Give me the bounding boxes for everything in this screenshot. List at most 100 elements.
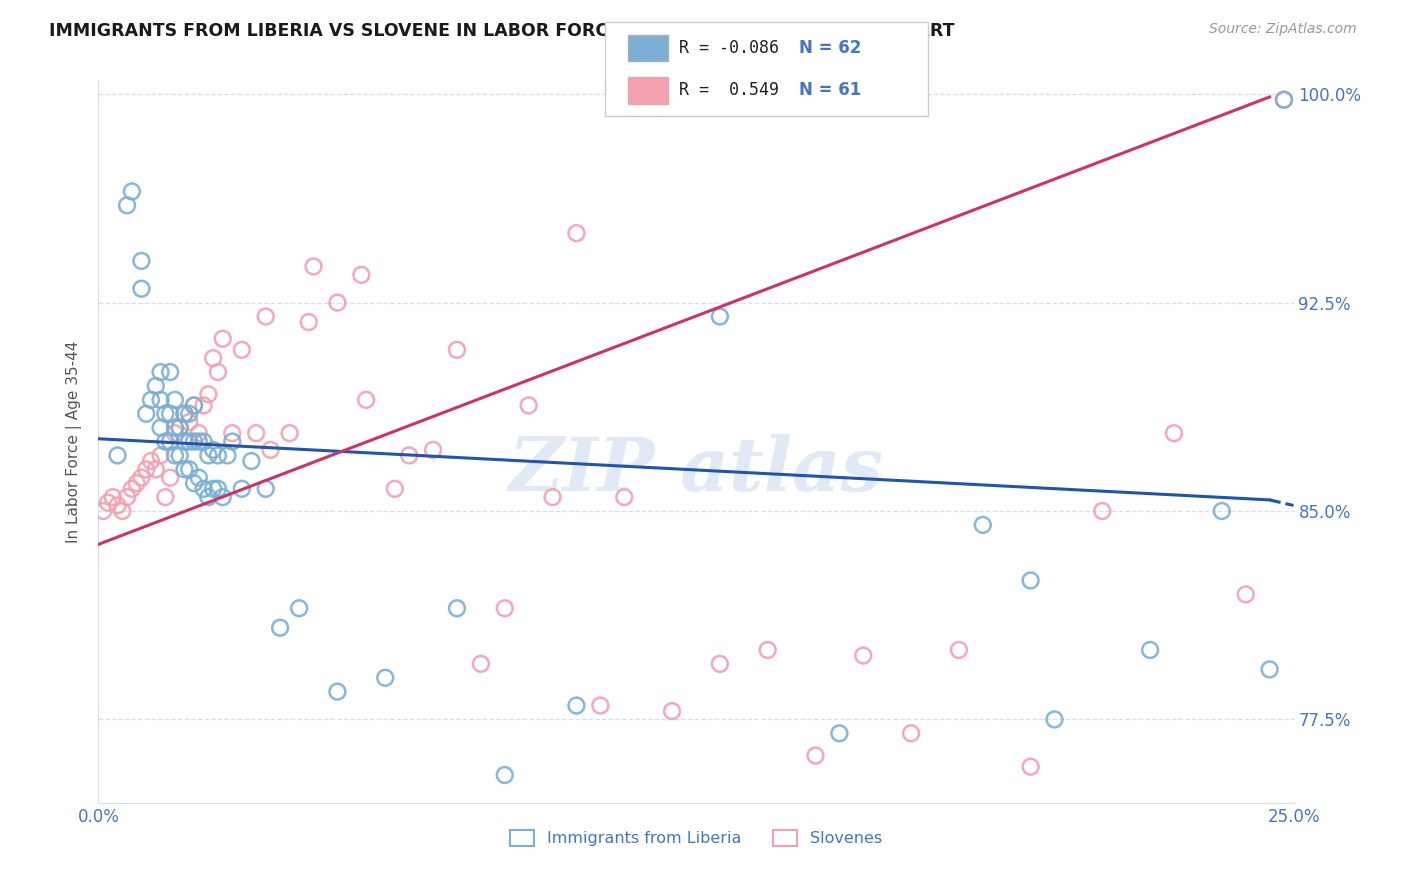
Point [254, 310, 277, 324]
Point [149, 392, 172, 407]
Point [804, 748, 827, 763]
Point [135, 407, 157, 421]
Point [139, 392, 162, 407]
Point [155, 434, 177, 449]
Point [91, 504, 114, 518]
Point [422, 442, 444, 457]
Point [149, 365, 172, 379]
Point [254, 482, 277, 496]
Point [163, 392, 186, 407]
Point [115, 490, 138, 504]
Point [900, 726, 922, 740]
Point [221, 426, 243, 441]
Point [354, 392, 377, 407]
Point [159, 434, 181, 449]
Point [173, 462, 195, 476]
Point [163, 420, 186, 434]
Point [446, 601, 468, 615]
Point [197, 449, 219, 463]
Point [163, 449, 186, 463]
Point [1019, 574, 1042, 588]
Point [183, 398, 205, 412]
Point [1211, 504, 1233, 518]
Point [169, 449, 191, 463]
Point [179, 415, 201, 429]
Point [155, 490, 177, 504]
Point [211, 490, 233, 504]
Point [107, 449, 129, 463]
Point [326, 684, 349, 698]
Point [517, 398, 540, 412]
Point [207, 365, 229, 379]
Point [202, 351, 225, 366]
Point [173, 434, 195, 449]
Point [121, 185, 143, 199]
Point [613, 490, 636, 504]
Point [240, 454, 263, 468]
Point [231, 343, 253, 357]
Point [197, 387, 219, 401]
Point [115, 198, 138, 212]
Point [169, 420, 191, 434]
Point [155, 407, 177, 421]
Point [245, 426, 267, 441]
Point [131, 470, 153, 484]
Text: R = -0.086: R = -0.086 [679, 39, 779, 57]
Text: N = 62: N = 62 [799, 39, 860, 57]
Point [193, 482, 215, 496]
Point [278, 426, 301, 441]
Point [149, 420, 172, 434]
Point [183, 398, 205, 412]
Point [1258, 662, 1281, 676]
Point [269, 621, 291, 635]
Point [159, 470, 181, 484]
Point [1091, 504, 1114, 518]
Point [231, 482, 253, 496]
Point [179, 407, 201, 421]
Point [207, 482, 229, 496]
Point [1043, 713, 1066, 727]
Point [709, 657, 731, 671]
Point [756, 643, 779, 657]
Point [169, 420, 191, 434]
Point [207, 449, 229, 463]
Point [187, 470, 209, 484]
Text: R =  0.549: R = 0.549 [679, 81, 779, 99]
Point [709, 310, 731, 324]
Point [135, 462, 157, 476]
Point [384, 482, 406, 496]
Point [187, 426, 209, 441]
Point [1272, 93, 1295, 107]
Point [221, 434, 243, 449]
Point [1019, 759, 1042, 773]
Text: N = 61: N = 61 [799, 81, 860, 99]
Point [972, 517, 994, 532]
Point [145, 462, 167, 476]
Point [193, 434, 215, 449]
Point [661, 704, 683, 718]
Point [1139, 643, 1161, 657]
Point [159, 365, 181, 379]
Point [159, 407, 181, 421]
Point [288, 601, 311, 615]
Point [111, 504, 134, 518]
Point [97, 496, 120, 510]
Point [183, 476, 205, 491]
Point [1234, 587, 1257, 601]
Text: IMMIGRANTS FROM LIBERIA VS SLOVENE IN LABOR FORCE | AGE 35-44 CORRELATION CHART: IMMIGRANTS FROM LIBERIA VS SLOVENE IN LA… [49, 22, 955, 40]
Point [125, 476, 148, 491]
Point [179, 434, 201, 449]
Point [565, 698, 588, 713]
Point [131, 282, 153, 296]
Point [541, 490, 564, 504]
Point [494, 768, 516, 782]
Point [202, 442, 225, 457]
Point [217, 449, 239, 463]
Point [259, 442, 281, 457]
Point [398, 449, 420, 463]
Point [828, 726, 851, 740]
Point [197, 490, 219, 504]
Point [302, 260, 325, 274]
Point [145, 379, 167, 393]
Text: Source: ZipAtlas.com: Source: ZipAtlas.com [1209, 22, 1357, 37]
